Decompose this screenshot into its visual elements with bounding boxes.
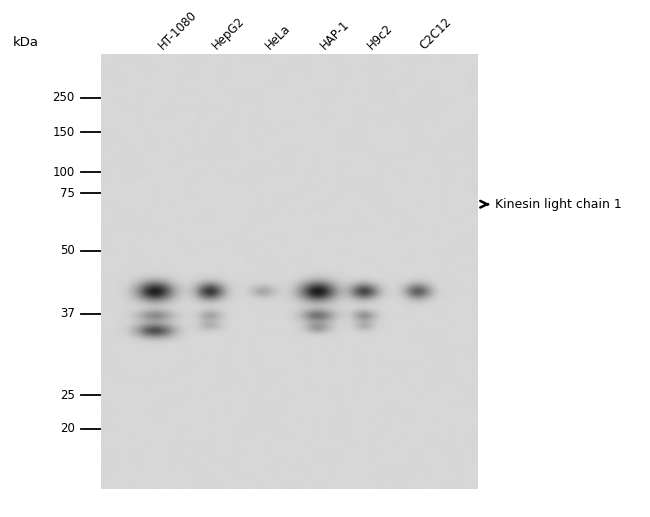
Text: H9c2: H9c2 <box>365 21 395 52</box>
Text: 150: 150 <box>53 126 75 139</box>
Text: 37: 37 <box>60 308 75 321</box>
Text: 25: 25 <box>60 389 75 402</box>
Text: 20: 20 <box>60 422 75 435</box>
Text: 50: 50 <box>60 244 75 257</box>
Text: HAP-1: HAP-1 <box>317 18 352 52</box>
Text: kDa: kDa <box>13 36 39 49</box>
Text: 250: 250 <box>53 91 75 104</box>
Text: HT-1080: HT-1080 <box>155 8 199 52</box>
Text: HepG2: HepG2 <box>210 14 248 52</box>
Text: 100: 100 <box>53 166 75 179</box>
Text: HeLa: HeLa <box>263 22 293 52</box>
Text: 75: 75 <box>60 187 75 200</box>
Text: C2C12: C2C12 <box>417 15 454 52</box>
Text: Kinesin light chain 1: Kinesin light chain 1 <box>480 197 622 211</box>
